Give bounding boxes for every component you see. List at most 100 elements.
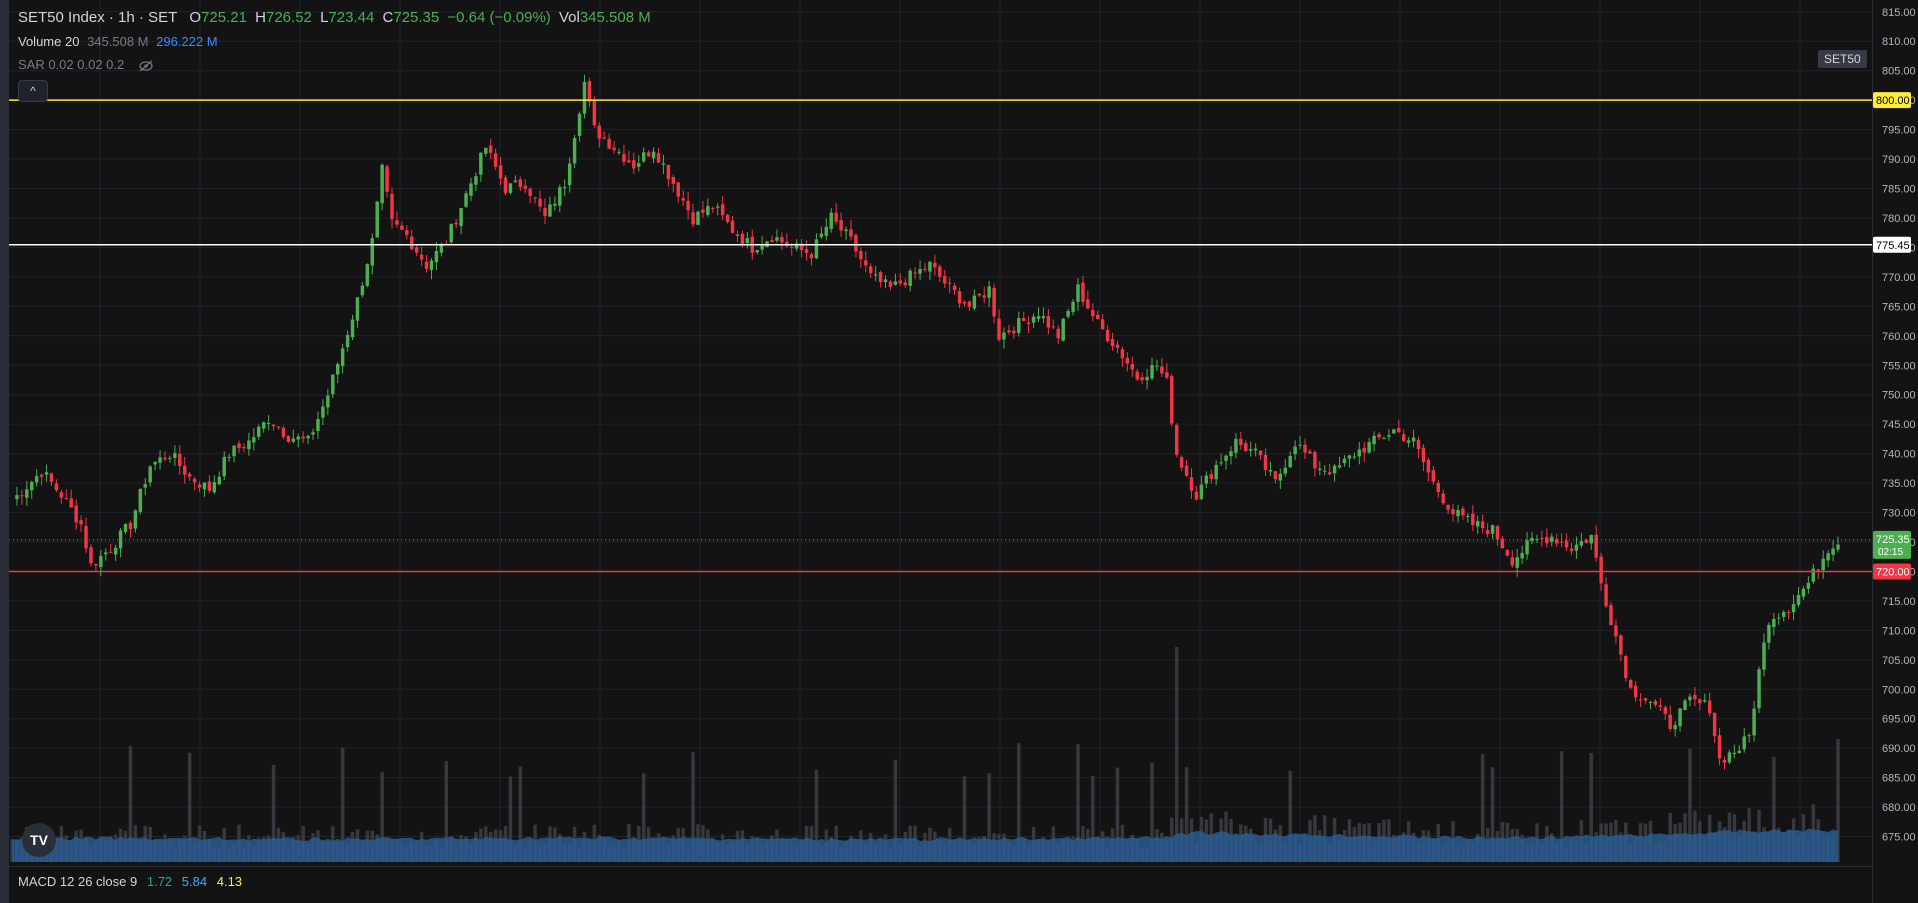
candle-body — [868, 266, 873, 274]
candle-body — [1397, 427, 1401, 433]
candle-body — [1115, 344, 1120, 348]
volume-bar — [1589, 753, 1593, 862]
candle-body — [242, 447, 246, 449]
candle-body — [1209, 474, 1213, 479]
price-line-tag — [1873, 236, 1911, 253]
candle-body — [1604, 584, 1608, 607]
candle-body — [1698, 699, 1702, 704]
candle-body — [1031, 316, 1036, 323]
candle-body — [1495, 526, 1500, 540]
candle-body — [523, 185, 527, 189]
candle-body — [1648, 701, 1653, 703]
hidden-eye-icon[interactable] — [138, 60, 154, 72]
candle-body — [79, 520, 83, 525]
candle-body — [104, 552, 108, 555]
volume-bar — [380, 772, 384, 862]
macd-legend[interactable]: MACD 12 26 close 9 1.72 5.84 4.13 — [18, 874, 248, 889]
candle-body — [360, 285, 365, 296]
close-value: 725.35 — [393, 9, 440, 26]
volume-legend-value2: 296.222 M — [156, 34, 218, 49]
candle-body — [651, 151, 656, 159]
candle-body — [1100, 319, 1105, 330]
candle-body — [1219, 462, 1223, 464]
candle-body — [1673, 725, 1677, 730]
candle-body — [987, 286, 991, 298]
main-legend: SET50 Index · 1h · SET O725.21 H726.52 L… — [18, 9, 655, 26]
symbol-title[interactable]: SET50 Index · 1h · SET — [18, 9, 178, 26]
candle-body — [849, 229, 853, 237]
candle-body — [163, 457, 167, 460]
volume-bar — [1559, 751, 1564, 862]
candle-body — [1387, 435, 1391, 437]
candle-body — [577, 113, 582, 136]
low-label: L — [320, 9, 329, 26]
candle-body — [567, 163, 572, 186]
candle-body — [1500, 538, 1505, 549]
candle-body — [829, 212, 833, 229]
candle-body — [25, 489, 29, 498]
candle-body — [804, 249, 809, 253]
candle-body — [89, 547, 93, 564]
candle-body — [1041, 316, 1046, 319]
candle-body — [888, 281, 893, 287]
candle-body — [1747, 735, 1751, 737]
candle-body — [414, 247, 419, 253]
candle-body — [439, 244, 444, 253]
candle-body — [1204, 475, 1209, 484]
tradingview-logo-icon[interactable]: TV — [22, 823, 56, 857]
candle-body — [1668, 714, 1672, 729]
last-price-countdown: 02:15 — [1878, 547, 1903, 558]
candle-body — [1288, 455, 1292, 468]
candle-body — [681, 198, 685, 201]
y-tick-label: 795.00 — [1882, 125, 1916, 137]
volume-legend[interactable]: Volume 20 345.508 M 296.222 M — [18, 34, 222, 49]
candle-body — [706, 206, 710, 216]
candle-body — [730, 220, 735, 233]
candle-body — [173, 453, 177, 458]
candle-body — [893, 281, 898, 285]
candle-body — [370, 238, 374, 266]
open-value: 725.21 — [201, 9, 247, 26]
candle-body — [1096, 314, 1100, 319]
collapse-legend-button[interactable]: ^ — [18, 80, 48, 102]
candle-body — [1303, 444, 1307, 453]
candle-body — [952, 285, 957, 291]
volume-bar — [1174, 647, 1179, 862]
price-lines-layer — [9, 99, 1872, 573]
volume-bar — [1490, 767, 1495, 862]
candle-body — [380, 164, 384, 204]
candle-body — [84, 526, 88, 549]
candle-body — [1683, 700, 1687, 711]
candle-body — [1476, 521, 1480, 527]
candle-body — [49, 473, 54, 482]
candle-body — [281, 427, 286, 437]
candle-body — [661, 163, 666, 165]
candle-body — [1298, 444, 1302, 446]
candle-body — [128, 522, 133, 530]
volume-bar — [187, 752, 192, 862]
volume-bar — [444, 761, 449, 862]
candle-body — [1520, 552, 1524, 559]
candle-body — [913, 272, 917, 274]
candle-body — [1278, 473, 1283, 481]
candle-body — [400, 225, 404, 230]
candle-body — [1564, 540, 1569, 548]
candle-body — [1801, 588, 1806, 597]
y-tick-label: 790.00 — [1882, 154, 1916, 166]
candle-body — [1036, 316, 1041, 319]
candle-body — [597, 125, 602, 139]
candle-body — [449, 223, 453, 243]
macd-legend-name: MACD 12 26 close 9 — [18, 874, 138, 889]
sar-legend[interactable]: SAR 0.02 0.02 0.2 — [18, 57, 154, 72]
pane-separator[interactable] — [9, 866, 1872, 867]
candle-body — [785, 241, 789, 247]
candle-body — [1436, 482, 1440, 492]
candle-body — [1777, 617, 1781, 619]
candle-body — [1165, 372, 1169, 378]
candle-body — [864, 260, 868, 266]
candle-body — [1836, 544, 1840, 550]
candle-body — [1066, 310, 1070, 317]
candle-body — [1061, 318, 1065, 341]
